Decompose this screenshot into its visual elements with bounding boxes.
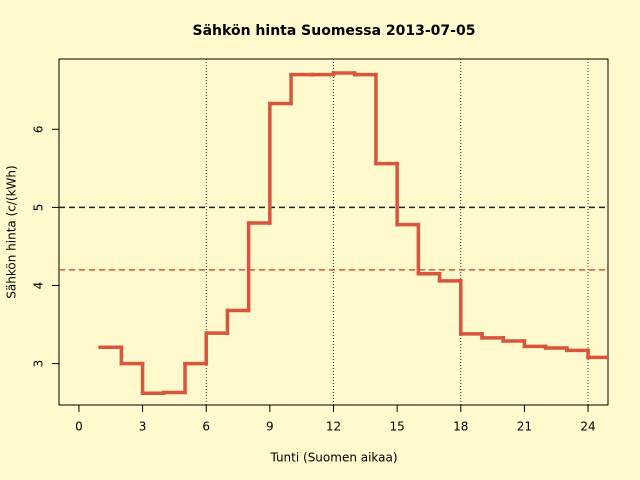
y-axis-label: Sähkön hinta (c/(kWh) — [5, 165, 19, 298]
y-tick-label: 3 — [32, 360, 46, 368]
y-tick-label: 6 — [32, 125, 46, 133]
x-axis-label: Tunti (Suomen aikaa) — [269, 451, 397, 465]
x-tick-label: 24 — [580, 420, 595, 434]
x-tick-label: 0 — [75, 420, 83, 434]
x-tick-label: 18 — [453, 420, 468, 434]
x-tick-label: 9 — [266, 420, 274, 434]
chart-title: Sähkön hinta Suomessa 2013-07-05 — [193, 23, 476, 39]
y-tick-label: 5 — [32, 204, 46, 212]
x-tick-label: 6 — [202, 420, 210, 434]
x-tick-label: 21 — [517, 420, 532, 434]
x-tick-label: 3 — [139, 420, 147, 434]
x-tick-label: 15 — [389, 420, 404, 434]
plot-area — [59, 59, 608, 405]
x-tick-label: 12 — [326, 420, 341, 434]
y-tick-label: 4 — [32, 282, 46, 290]
